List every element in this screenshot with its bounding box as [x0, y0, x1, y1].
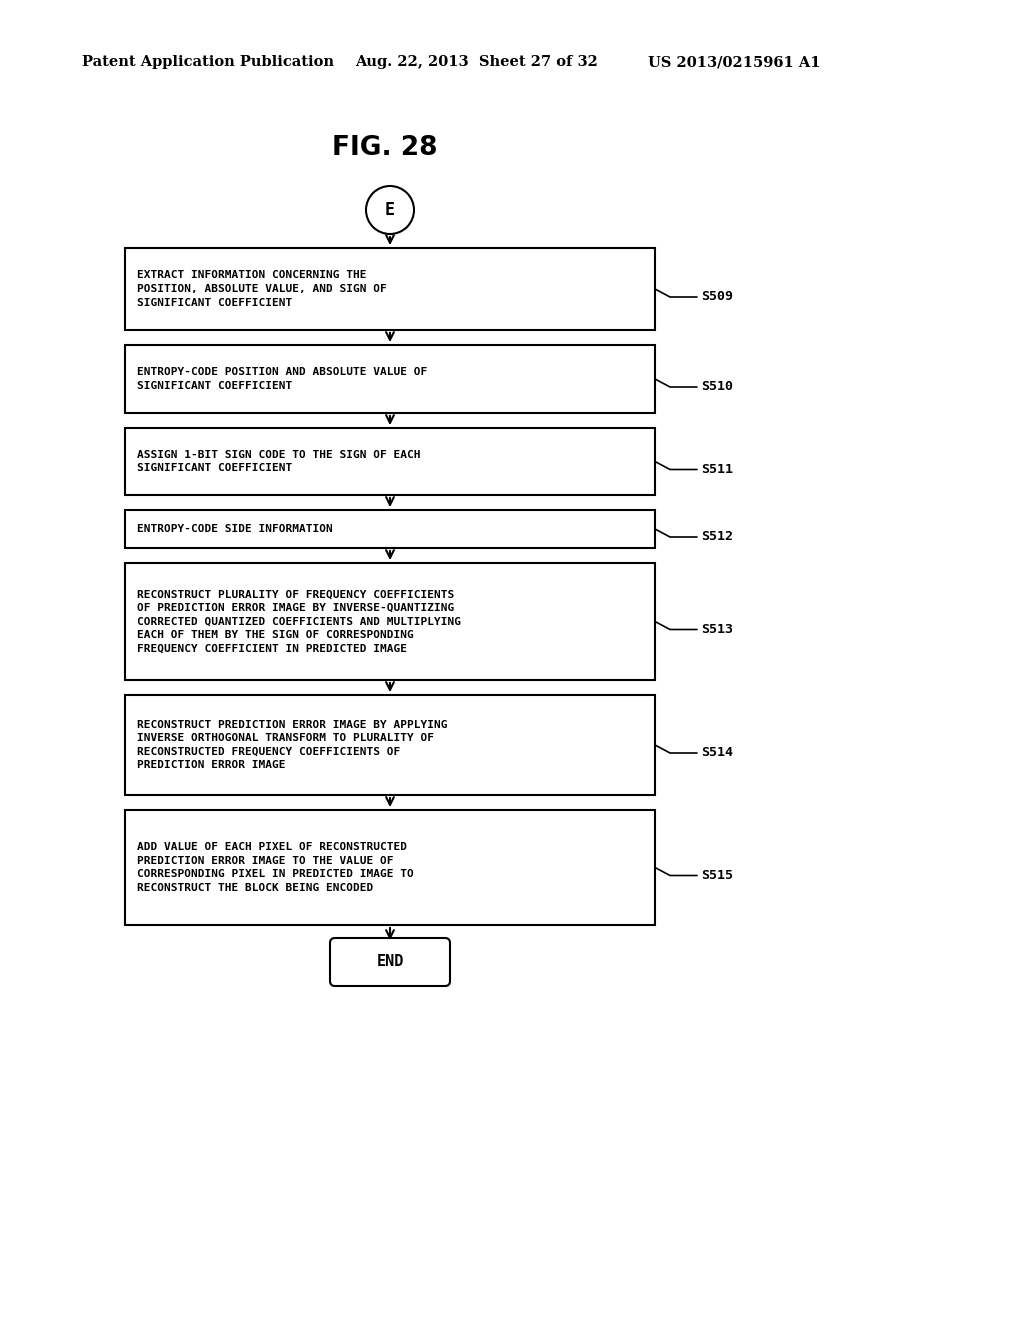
Text: RECONSTRUCT PLURALITY OF FREQUENCY COEFFICIENTS
OF PREDICTION ERROR IMAGE BY INV: RECONSTRUCT PLURALITY OF FREQUENCY COEFF…	[137, 589, 461, 653]
Text: S511: S511	[701, 463, 733, 477]
Text: S515: S515	[701, 869, 733, 882]
Bar	[125, 345, 655, 413]
Bar	[125, 564, 655, 680]
Text: Aug. 22, 2013  Sheet 27 of 32: Aug. 22, 2013 Sheet 27 of 32	[355, 55, 598, 69]
Bar	[125, 428, 655, 495]
Text: RECONSTRUCT PREDICTION ERROR IMAGE BY APPLYING
INVERSE ORTHOGONAL TRANSFORM TO P: RECONSTRUCT PREDICTION ERROR IMAGE BY AP…	[137, 719, 447, 771]
Text: FIG. 28: FIG. 28	[332, 135, 437, 161]
Text: S510: S510	[701, 380, 733, 393]
Text: EXTRACT INFORMATION CONCERNING THE
POSITION, ABSOLUTE VALUE, AND SIGN OF
SIGNIFI: EXTRACT INFORMATION CONCERNING THE POSIT…	[137, 271, 387, 308]
Text: ENTROPY-CODE POSITION AND ABSOLUTE VALUE OF
SIGNIFICANT COEFFICIENT: ENTROPY-CODE POSITION AND ABSOLUTE VALUE…	[137, 367, 427, 391]
Text: S509: S509	[701, 290, 733, 304]
FancyBboxPatch shape	[330, 939, 450, 986]
Bar	[125, 510, 655, 548]
Text: S513: S513	[701, 623, 733, 636]
Text: ENTROPY-CODE SIDE INFORMATION: ENTROPY-CODE SIDE INFORMATION	[137, 524, 333, 535]
Bar	[125, 696, 655, 795]
Text: Patent Application Publication: Patent Application Publication	[82, 55, 334, 69]
Text: S512: S512	[701, 531, 733, 544]
Text: END: END	[376, 954, 403, 969]
Text: ASSIGN 1-BIT SIGN CODE TO THE SIGN OF EACH
SIGNIFICANT COEFFICIENT: ASSIGN 1-BIT SIGN CODE TO THE SIGN OF EA…	[137, 450, 421, 474]
Text: S514: S514	[701, 747, 733, 759]
Bar	[125, 248, 655, 330]
Text: ADD VALUE OF EACH PIXEL OF RECONSTRUCTED
PREDICTION ERROR IMAGE TO THE VALUE OF
: ADD VALUE OF EACH PIXEL OF RECONSTRUCTED…	[137, 842, 414, 892]
Text: US 2013/0215961 A1: US 2013/0215961 A1	[648, 55, 820, 69]
Text: E: E	[385, 201, 395, 219]
Bar	[125, 810, 655, 925]
